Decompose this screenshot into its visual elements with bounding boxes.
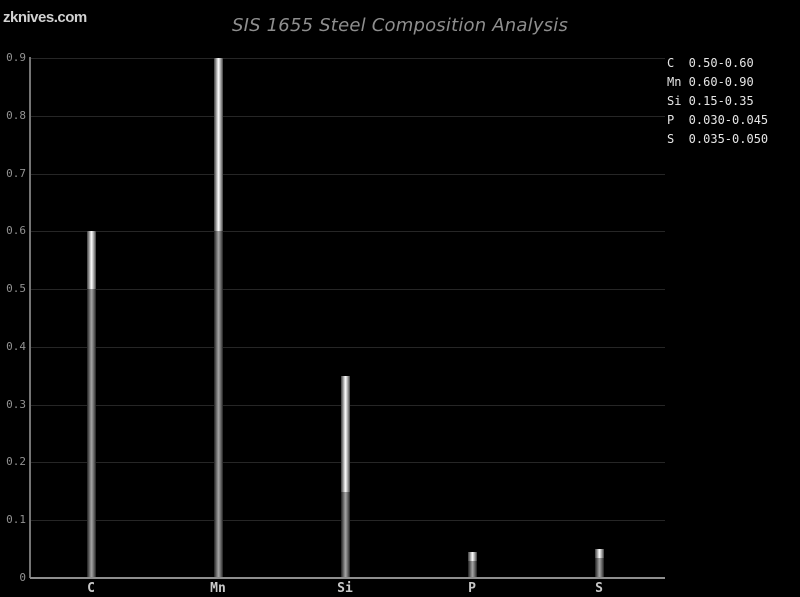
- legend-row-C: C 0.50-0.60: [667, 56, 754, 70]
- gridline: [30, 174, 665, 175]
- x-category-label-P: P: [468, 581, 476, 596]
- x-category-label-C: C: [87, 581, 95, 596]
- legend-row-P: P 0.030-0.045: [667, 113, 769, 127]
- bar-range-S: [595, 549, 604, 558]
- gridline: [30, 116, 665, 117]
- y-tick-label: 0.5: [6, 282, 26, 295]
- site-watermark: zknives.com: [3, 9, 87, 26]
- gridline: [30, 289, 665, 290]
- bar-range-Si: [341, 376, 350, 492]
- bar-base-P: [468, 561, 477, 577]
- bar-base-C: [87, 289, 96, 577]
- legend-row-Mn: Mn 0.60-0.90: [667, 75, 754, 89]
- y-tick-label: 0.8: [6, 109, 26, 122]
- legend-row-Si: Si 0.15-0.35: [667, 94, 754, 108]
- x-category-label-S: S: [595, 581, 603, 596]
- x-axis-line: [30, 577, 665, 579]
- x-category-label-Mn: Mn: [210, 581, 226, 596]
- y-tick-label: 0.6: [6, 224, 26, 237]
- y-tick-label: 0.1: [6, 513, 26, 526]
- x-category-label-Si: Si: [337, 581, 353, 596]
- y-axis-line: [29, 57, 31, 578]
- y-tick-label: 0.2: [6, 455, 26, 468]
- legend: C 0.50-0.60 Mn 0.60-0.90 Si 0.15-0.35 P 0.0…: [667, 54, 768, 149]
- gridline: [30, 347, 665, 348]
- bar-range-C: [87, 231, 96, 289]
- y-tick-label: 0.3: [6, 398, 26, 411]
- gridline: [30, 58, 665, 59]
- bar-base-Mn: [214, 231, 223, 577]
- y-tick-label: 0.4: [6, 340, 26, 353]
- bar-range-P: [468, 552, 477, 561]
- y-tick-label: 0.9: [6, 51, 26, 64]
- bar-base-Si: [341, 491, 350, 577]
- legend-row-S: S 0.035-0.050: [667, 132, 769, 146]
- chart-title: SIS 1655 Steel Composition Analysis: [231, 15, 569, 36]
- gridline: [30, 231, 665, 232]
- bar-base-S: [595, 558, 604, 577]
- y-tick-label: 0.7: [6, 167, 26, 180]
- bar-range-Mn: [214, 58, 223, 231]
- y-tick-label: 0: [19, 571, 26, 584]
